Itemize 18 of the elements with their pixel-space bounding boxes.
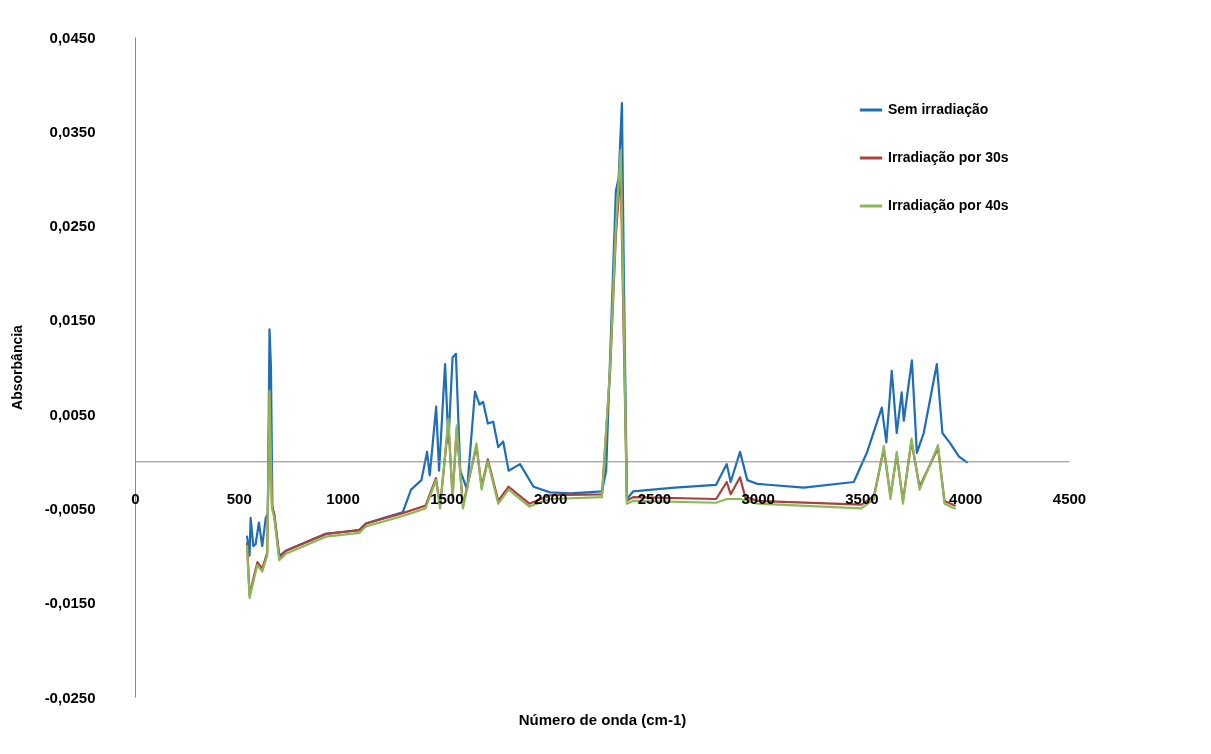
y-tick-label: -0,0250	[44, 688, 96, 706]
x-tick-label: 0	[131, 489, 140, 507]
y-tick-label: -0,0050	[44, 499, 96, 517]
legend-label: Irradiação por 30s	[888, 149, 1009, 165]
x-tick-label: 4500	[1052, 489, 1087, 507]
y-tick-label: 0,0050	[49, 405, 96, 423]
legend-label: Irradiação por 40s	[888, 197, 1009, 213]
x-tick-label: 500	[226, 489, 252, 507]
y-tick-label: -0,0150	[44, 594, 96, 612]
y-tick-label: 0,0150	[49, 311, 96, 329]
y-tick-label: 0,0250	[49, 217, 96, 235]
legend-label: Sem irradiação	[888, 101, 989, 117]
x-tick-label: 4000	[949, 489, 983, 507]
y-axis-title: Absorbância	[8, 324, 25, 410]
x-tick-label: 1000	[326, 489, 360, 507]
x-axis-title: Número de onda (cm-1)	[518, 710, 687, 728]
y-tick-label: 0,0350	[49, 122, 96, 140]
y-tick-label: 0,0450	[49, 28, 96, 46]
